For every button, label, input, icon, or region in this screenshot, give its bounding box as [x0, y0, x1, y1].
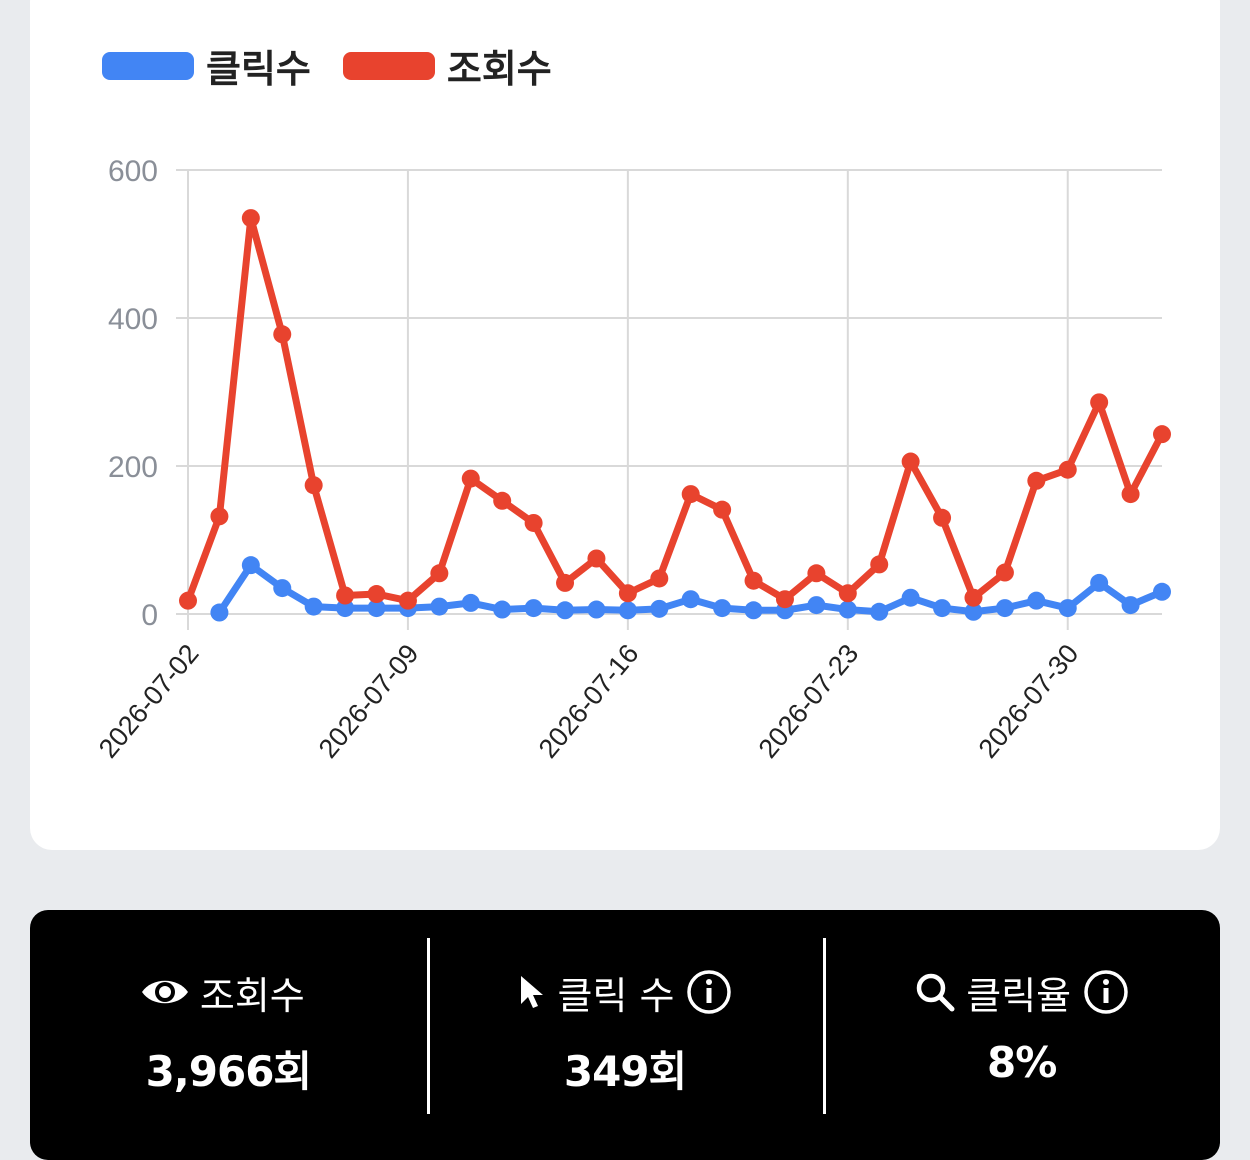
data-point — [304, 597, 323, 616]
data-point — [744, 571, 763, 590]
data-point — [901, 452, 920, 471]
data-point — [336, 586, 355, 605]
data-point — [273, 579, 292, 598]
data-point — [587, 600, 606, 619]
x-tick-label: 2026-07-09 — [313, 639, 425, 764]
data-point — [524, 513, 543, 532]
stat-views-header: 조회수 — [140, 968, 317, 1018]
data-point — [1121, 485, 1140, 504]
stat-ctr: 클릭율 8% — [823, 910, 1220, 1160]
data-point — [713, 599, 732, 618]
data-point — [493, 600, 512, 619]
data-point — [179, 591, 197, 610]
data-point — [210, 507, 229, 526]
y-tick-label: 400 — [108, 303, 158, 336]
stat-clicks: 클릭 수 349회 — [426, 910, 824, 1160]
search-icon — [916, 973, 955, 1012]
data-point — [430, 564, 449, 583]
data-point — [367, 599, 386, 618]
stats-summary-bar: 조회수 3,966회 클릭 수 349회 클릭율 — [30, 910, 1220, 1160]
y-tick-label: 0 — [141, 599, 158, 632]
data-point — [367, 585, 386, 604]
chart-card: 0 200 400 600 2026-07-02 2026-07-09 2026-07-16… — [30, 0, 1220, 850]
data-point — [1027, 471, 1046, 490]
data-point — [901, 588, 920, 607]
data-point — [461, 593, 480, 612]
data-point — [241, 209, 260, 228]
data-point — [1090, 393, 1109, 412]
x-tick-label: 2026-07-23 — [753, 639, 865, 764]
data-point — [1153, 582, 1171, 601]
data-point — [870, 602, 889, 621]
stat-ctr-value: 8% — [987, 1038, 1057, 1087]
data-point — [838, 584, 857, 603]
cursor-icon — [520, 976, 543, 1008]
data-point — [713, 500, 732, 519]
data-point — [461, 469, 480, 488]
data-point — [995, 563, 1014, 582]
y-tick-label: 600 — [108, 155, 158, 188]
data-point — [304, 476, 323, 495]
data-point — [273, 325, 292, 344]
data-point — [995, 599, 1014, 618]
data-point — [681, 485, 700, 504]
data-point — [1153, 425, 1171, 444]
info-icon[interactable] — [1083, 969, 1129, 1015]
data-point — [1090, 573, 1109, 592]
data-point — [210, 603, 229, 622]
data-point — [1058, 460, 1077, 479]
stat-views-value: 3,966회 — [145, 1047, 312, 1096]
y-tick-label: 200 — [108, 451, 158, 484]
legend-item-views[interactable]: 조회수 — [342, 38, 552, 93]
eye-icon — [141, 980, 188, 1004]
data-point — [775, 590, 794, 609]
data-point — [493, 491, 512, 510]
stat-views-label: 조회수 — [199, 973, 305, 1018]
data-point — [336, 599, 355, 618]
stat-clicks-value: 349회 — [563, 1047, 687, 1096]
data-point — [807, 564, 826, 583]
data-point — [650, 599, 669, 618]
data-point — [870, 555, 889, 574]
legend-label-views: 조회수 — [446, 47, 552, 91]
stat-ctr-label: 클릭율 — [966, 973, 1072, 1018]
data-point — [1027, 591, 1046, 610]
stat-clicks-label: 클릭 수 — [557, 973, 675, 1018]
data-point — [838, 600, 857, 619]
legend-swatch-views — [342, 51, 435, 80]
x-tick-label: 2026-07-30 — [973, 639, 1085, 764]
data-point — [618, 601, 637, 620]
data-point — [964, 588, 983, 607]
data-point — [681, 590, 700, 609]
data-point — [524, 599, 543, 618]
data-point — [1121, 596, 1140, 615]
stat-clicks-header: 클릭 수 — [518, 968, 733, 1018]
data-point — [744, 601, 763, 620]
stat-views: 조회수 3,966회 — [30, 910, 427, 1160]
data-point — [430, 597, 449, 616]
data-point — [618, 584, 637, 603]
data-point — [933, 599, 952, 618]
data-point — [1058, 599, 1077, 618]
line-chart: 0 200 400 600 2026-07-02 2026-07-09 2026-07-16… — [93, 155, 1171, 764]
data-point — [556, 601, 575, 620]
series-line-1 — [184, 214, 1166, 605]
legend-item-clicks[interactable]: 클릭수 — [102, 38, 311, 93]
data-point — [807, 596, 826, 615]
legend-label-clicks: 클릭수 — [206, 47, 311, 91]
data-point — [398, 591, 417, 610]
data-point — [964, 602, 983, 621]
chart-legend: 클릭수 조회수 — [102, 38, 584, 93]
data-point — [933, 508, 952, 527]
info-icon[interactable] — [686, 969, 732, 1015]
stat-ctr-header: 클릭율 — [914, 968, 1129, 1018]
x-tick-label: 2026-07-02 — [93, 639, 205, 764]
data-point — [587, 549, 606, 568]
x-tick-label: 2026-07-16 — [533, 639, 645, 764]
data-point — [556, 573, 575, 592]
legend-swatch-clicks — [102, 51, 194, 80]
data-point — [241, 556, 260, 575]
data-point — [650, 569, 669, 588]
